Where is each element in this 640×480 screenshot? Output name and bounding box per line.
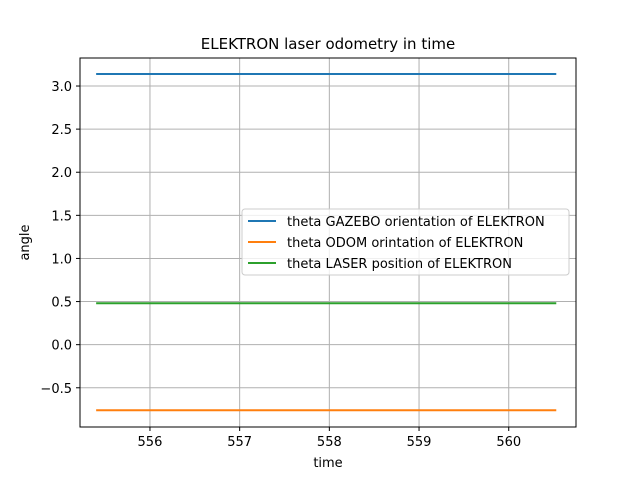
y-axis-label: angle [18,224,33,260]
y-tick-label: −0.5 [40,382,72,397]
plot-frame [79,57,577,428]
y-tick-label: 2.0 [51,166,72,181]
legend-label-3: theta LASER position of ELEKTRON [287,257,512,272]
legend: theta GAZEBO orientation of ELEKTRON thet… [241,208,570,276]
y-tick-label: 3.0 [51,80,72,95]
x-axis-label: time [313,456,342,471]
y-tick-label: 1.0 [51,252,72,267]
legend-label-2: theta ODOM orintation of ELEKTRON [287,236,523,251]
tick-layer: 556 557 558 559 560 −0.5 0.0 0.5 1.0 1.5 2.0 2.5 3.0 [40,80,521,450]
legend-label-1: theta GAZEBO orientation of ELEKTRON [287,215,545,230]
y-tick-label: 0.5 [51,296,72,311]
legend-box [241,208,570,276]
y-tick-label: 1.5 [51,209,72,224]
x-tick-label: 560 [496,435,521,450]
x-tick-label: 556 [138,435,163,450]
chart-title: ELEKTRON laser odometry in time [201,35,455,53]
x-tick-label: 557 [227,435,252,450]
y-tick-label: 2.5 [51,123,72,138]
x-tick-label: 558 [317,435,342,450]
y-tick-label: 0.0 [51,339,72,354]
series-layer [96,72,557,412]
x-tick-label: 559 [407,435,432,450]
